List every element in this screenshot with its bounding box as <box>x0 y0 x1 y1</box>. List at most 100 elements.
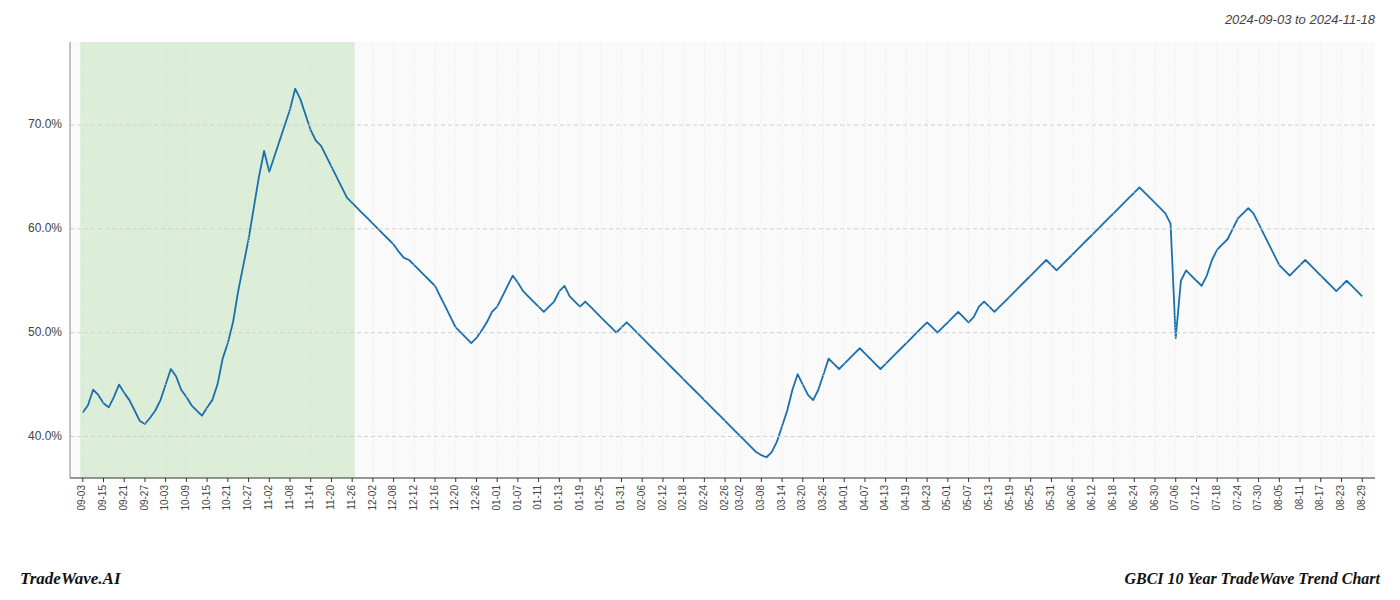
x-tick-label: 07-18 <box>1211 485 1222 511</box>
x-tick <box>906 478 907 482</box>
x-tick <box>207 478 208 482</box>
x-grid-line <box>968 42 969 478</box>
y-grid-line <box>70 125 1375 126</box>
x-tick <box>725 478 726 482</box>
x-tick-label: 04-01 <box>838 485 849 511</box>
x-grid-line <box>621 42 622 478</box>
x-tick-label: 05-25 <box>1024 485 1035 511</box>
x-tick <box>497 478 498 482</box>
y-grid-line <box>70 332 1375 333</box>
x-tick-label: 12-12 <box>408 485 419 511</box>
x-grid-line <box>331 42 332 478</box>
y-grid-line <box>70 228 1375 229</box>
x-grid-line <box>1196 42 1197 478</box>
y-tick-label: 70.0% <box>28 117 62 131</box>
x-grid-line <box>435 42 436 478</box>
x-tick <box>248 478 249 482</box>
x-grid-line <box>248 42 249 478</box>
x-tick <box>802 478 803 482</box>
grid <box>70 42 1375 478</box>
x-tick <box>1279 478 1280 482</box>
x-tick <box>1237 478 1238 482</box>
x-grid-line <box>1237 42 1238 478</box>
x-tick-label: 07-06 <box>1169 485 1180 511</box>
x-tick-label: 01-13 <box>553 485 564 511</box>
x-tick-label: 07-12 <box>1190 485 1201 511</box>
x-grid-line <box>927 42 928 478</box>
x-tick-label: 05-31 <box>1045 485 1056 511</box>
x-tick <box>1217 478 1218 482</box>
x-tick <box>1362 478 1363 482</box>
x-tick <box>844 478 845 482</box>
x-grid-line <box>844 42 845 478</box>
x-tick-label: 11-02 <box>263 485 274 510</box>
x-tick-label: 10-15 <box>201 485 212 511</box>
x-axis-line <box>70 477 1375 478</box>
x-grid-line <box>740 42 741 478</box>
x-grid-line <box>1155 42 1156 478</box>
x-tick-label: 12-08 <box>387 485 398 511</box>
x-grid-line <box>1030 42 1031 478</box>
x-grid-line <box>559 42 560 478</box>
x-tick-label: 02-06 <box>636 485 647 511</box>
x-tick-label: 02-26 <box>719 485 730 511</box>
x-grid-line <box>1134 42 1135 478</box>
x-tick-label: 11-08 <box>284 485 295 510</box>
x-tick <box>761 478 762 482</box>
x-tick <box>144 478 145 482</box>
x-grid-line <box>1009 42 1010 478</box>
x-tick <box>352 478 353 482</box>
x-tick <box>455 478 456 482</box>
x-grid-line <box>662 42 663 478</box>
x-tick <box>1155 478 1156 482</box>
x-grid-line <box>906 42 907 478</box>
x-tick-label: 11-26 <box>346 485 357 510</box>
x-tick-label: 08-11 <box>1294 485 1305 510</box>
x-tick <box>289 478 290 482</box>
x-tick <box>704 478 705 482</box>
x-tick <box>1134 478 1135 482</box>
x-tick-label: 09-03 <box>76 485 87 511</box>
x-grid-line <box>947 42 948 478</box>
x-tick <box>1072 478 1073 482</box>
x-grid-line <box>82 42 83 478</box>
x-tick <box>947 478 948 482</box>
x-tick-label: 03-20 <box>796 485 807 511</box>
x-grid-line <box>372 42 373 478</box>
x-tick <box>1300 478 1301 482</box>
x-tick <box>782 478 783 482</box>
x-grid-line <box>1113 42 1114 478</box>
x-tick-label: 06-30 <box>1149 485 1160 511</box>
x-grid-line <box>310 42 311 478</box>
x-tick <box>580 478 581 482</box>
x-grid-line <box>989 42 990 478</box>
x-tick <box>393 478 394 482</box>
x-tick <box>1092 478 1093 482</box>
x-tick <box>227 478 228 482</box>
x-tick <box>1341 478 1342 482</box>
x-grid-line <box>725 42 726 478</box>
chart-svg: 40.0%50.0%60.0%70.0%09-0309-1509-2109-27… <box>0 0 1400 600</box>
x-tick-label: 09-15 <box>97 485 108 511</box>
x-grid-line <box>393 42 394 478</box>
x-tick-label: 01-07 <box>512 485 523 511</box>
x-tick <box>331 478 332 482</box>
x-grid-line <box>683 42 684 478</box>
x-tick-label: 07-30 <box>1252 485 1263 511</box>
x-tick-label: 10-09 <box>180 485 191 511</box>
x-tick <box>186 478 187 482</box>
x-tick <box>989 478 990 482</box>
x-tick-label: 11-20 <box>325 485 336 510</box>
y-axis-line <box>70 42 71 478</box>
x-tick <box>1030 478 1031 482</box>
x-tick-label: 05-01 <box>941 485 952 511</box>
x-grid-line <box>186 42 187 478</box>
x-grid-line <box>207 42 208 478</box>
x-tick-label: 03-14 <box>776 485 787 511</box>
footer-annotation: GBCI 10 Year TradeWave Trend Chart <box>1124 570 1380 587</box>
x-grid-line <box>761 42 762 478</box>
x-tick <box>1175 478 1176 482</box>
x-tick <box>435 478 436 482</box>
x-tick-label: 05-07 <box>962 485 973 511</box>
plot-area <box>80 42 1362 478</box>
